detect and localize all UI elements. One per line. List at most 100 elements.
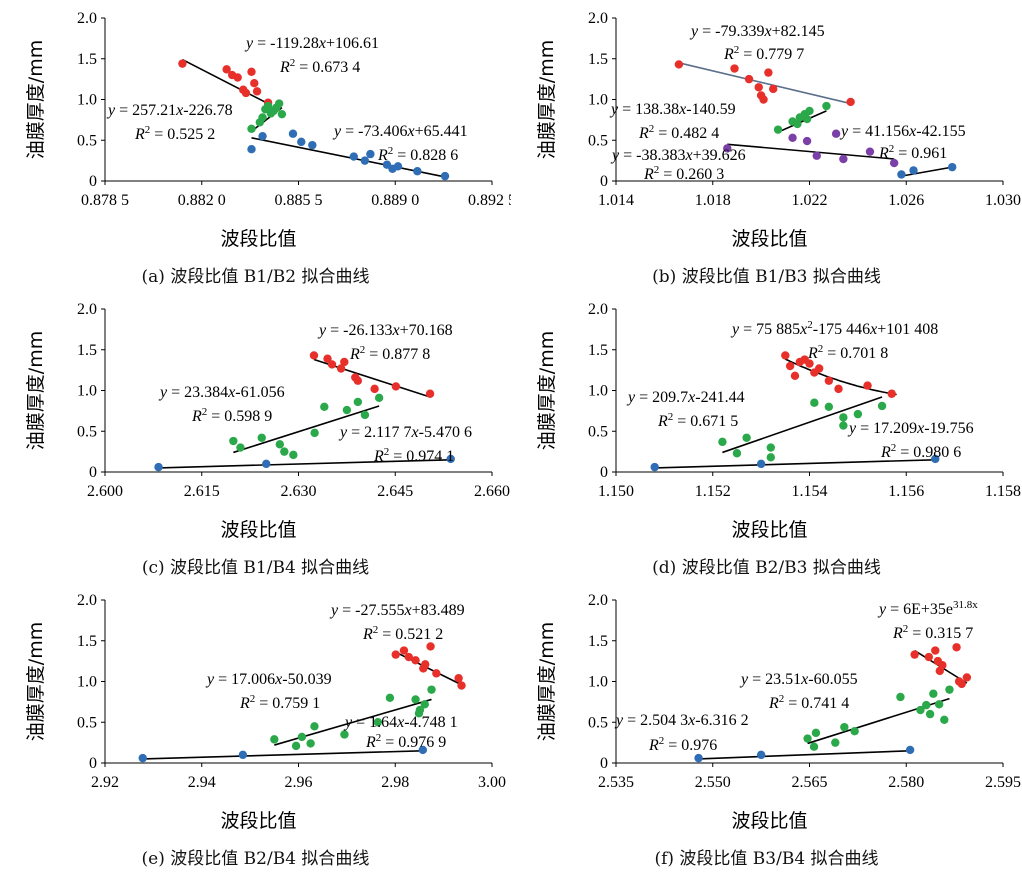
fit-equation: y = 17.006x-50.039 bbox=[205, 671, 332, 688]
fit-equation: y = 2.117 7x-5.470 6 bbox=[338, 424, 472, 441]
data-point-green bbox=[810, 399, 818, 407]
y-axis-label: 油膜厚度/mm bbox=[536, 622, 558, 741]
x-tick-label: 2.660 bbox=[474, 483, 510, 500]
x-tick-label: 1.158 bbox=[985, 483, 1021, 500]
panel-e: 2.92 2.94 2.96 2.98 3.00 0 0.5 1.0 1.5 2.0 波段比值 油膜厚… bbox=[0, 582, 511, 873]
data-point-red bbox=[791, 372, 799, 380]
y-tick-label: 1.5 bbox=[77, 342, 97, 359]
y-tick-label: 2.0 bbox=[588, 301, 608, 318]
data-point-purple bbox=[839, 155, 847, 163]
data-point-green bbox=[421, 700, 429, 708]
fit-r2: R2 = 0.877 8 bbox=[349, 344, 430, 363]
data-point-red bbox=[233, 73, 241, 81]
y-tick-label: 0.5 bbox=[588, 714, 608, 731]
data-point-green bbox=[767, 453, 775, 461]
data-point-green bbox=[280, 447, 288, 455]
panel-f: 2.535 2.550 2.565 2.580 2.595 0 0.5 1.0 1.5 2.0 波段… bbox=[511, 582, 1022, 873]
fit-equation: y = 75 885x2-175 446x+101 408 bbox=[730, 319, 938, 338]
y-tick-label: 0 bbox=[600, 173, 608, 190]
fit-r2: R2 = 0.598 9 bbox=[191, 406, 272, 425]
fit-equation: y = 6E+35e31.8x bbox=[877, 599, 978, 618]
data-point-green bbox=[854, 410, 862, 418]
fit-r2: R2 = 0.741 4 bbox=[768, 693, 849, 712]
x-tick-label: 2.595 bbox=[985, 774, 1021, 791]
y-tick-label: 1.5 bbox=[77, 633, 97, 650]
data-point-green bbox=[229, 437, 237, 445]
data-point-red bbox=[392, 382, 400, 390]
fit-equation: y = 23.384x-61.056 bbox=[158, 384, 285, 401]
data-point-green bbox=[850, 727, 858, 735]
panel-d: 1.150 1.152 1.154 1.156 1.158 0 0.5 1.0 1.5 2.0 波段… bbox=[511, 291, 1022, 582]
data-point-green bbox=[733, 449, 741, 457]
y-tick-label: 1.0 bbox=[588, 383, 608, 400]
x-tick-label: 0.882 0 bbox=[178, 192, 226, 209]
x-tick-label: 1.014 bbox=[598, 192, 634, 209]
data-point-green bbox=[803, 734, 811, 742]
data-point-green bbox=[922, 701, 930, 709]
y-tick-label: 0 bbox=[89, 755, 97, 772]
data-point-red bbox=[958, 680, 966, 688]
caption-f: (f) 波段比值 B3/B4 拟合曲线 bbox=[511, 844, 1022, 869]
data-point-green bbox=[276, 440, 284, 448]
data-point-green bbox=[310, 722, 318, 730]
y-tick-label: 1.5 bbox=[588, 633, 608, 650]
data-point-green bbox=[375, 394, 383, 402]
data-point-red bbox=[354, 377, 362, 385]
fit-r2: R2 = 0.961 bbox=[878, 143, 947, 162]
data-point-red bbox=[759, 95, 767, 103]
data-point-green bbox=[340, 730, 348, 738]
y-tick-label: 0.5 bbox=[77, 423, 97, 440]
data-point-blue bbox=[441, 172, 449, 180]
y-axis-label: 油膜厚度/mm bbox=[25, 622, 47, 741]
x-axis-label: 波段比值 bbox=[220, 810, 296, 832]
data-point-green bbox=[812, 729, 820, 737]
fit-r2: R2 = 0.759 1 bbox=[239, 693, 320, 712]
data-point-green bbox=[386, 694, 394, 702]
data-point-green bbox=[926, 710, 934, 718]
fit-r2: R2 = 0.671 5 bbox=[657, 411, 738, 430]
data-point-red bbox=[764, 68, 772, 76]
fit-r2: R2 = 0.521 2 bbox=[362, 624, 443, 643]
y-axis-label: 油膜厚度/mm bbox=[25, 331, 47, 450]
fit-equation: y = -26.133x+70.168 bbox=[317, 322, 453, 339]
data-point-purple bbox=[813, 152, 821, 160]
data-point-green bbox=[718, 438, 726, 446]
data-point-green bbox=[839, 413, 847, 421]
y-tick-label: 1.0 bbox=[588, 674, 608, 691]
data-point-blue bbox=[258, 132, 266, 140]
y-tick-label: 2.0 bbox=[77, 10, 97, 27]
data-point-green bbox=[803, 115, 811, 123]
x-tick-label: 2.645 bbox=[377, 483, 413, 500]
data-point-purple bbox=[788, 134, 796, 142]
data-point-red bbox=[328, 360, 336, 368]
data-point-blue bbox=[239, 751, 247, 759]
data-point-red bbox=[421, 660, 429, 668]
chart-f: 2.535 2.550 2.565 2.580 2.595 0 0.5 1.0 1.5 2.0 波段… bbox=[511, 582, 1022, 844]
data-point-blue bbox=[350, 152, 358, 160]
data-point-red bbox=[370, 385, 378, 393]
data-point-red bbox=[825, 377, 833, 385]
data-point-blue bbox=[651, 463, 659, 471]
data-point-blue bbox=[308, 141, 316, 149]
x-tick-label: 1.026 bbox=[888, 192, 924, 209]
data-point-green bbox=[825, 403, 833, 411]
x-tick-label: 2.98 bbox=[381, 774, 409, 791]
data-point-purple bbox=[866, 147, 874, 155]
data-point-green bbox=[929, 690, 937, 698]
data-point-green bbox=[298, 733, 306, 741]
data-point-red bbox=[931, 646, 939, 654]
data-point-red bbox=[426, 642, 434, 650]
y-tick-label: 0.5 bbox=[588, 423, 608, 440]
data-point-blue bbox=[366, 150, 374, 158]
x-tick-label: 1.156 bbox=[888, 483, 924, 500]
data-point-green bbox=[306, 739, 314, 747]
y-tick-label: 2.0 bbox=[588, 10, 608, 27]
x-tick-label: 2.96 bbox=[285, 774, 313, 791]
data-point-purple bbox=[832, 130, 840, 138]
data-point-blue bbox=[757, 460, 765, 468]
x-tick-label: 0.885 5 bbox=[275, 192, 323, 209]
data-point-green bbox=[774, 125, 782, 133]
caption-e: (e) 波段比值 B2/B4 拟合曲线 bbox=[0, 844, 511, 869]
fit-r2: R2 = 0.976 bbox=[648, 735, 717, 754]
x-tick-label: 1.030 bbox=[985, 192, 1021, 209]
